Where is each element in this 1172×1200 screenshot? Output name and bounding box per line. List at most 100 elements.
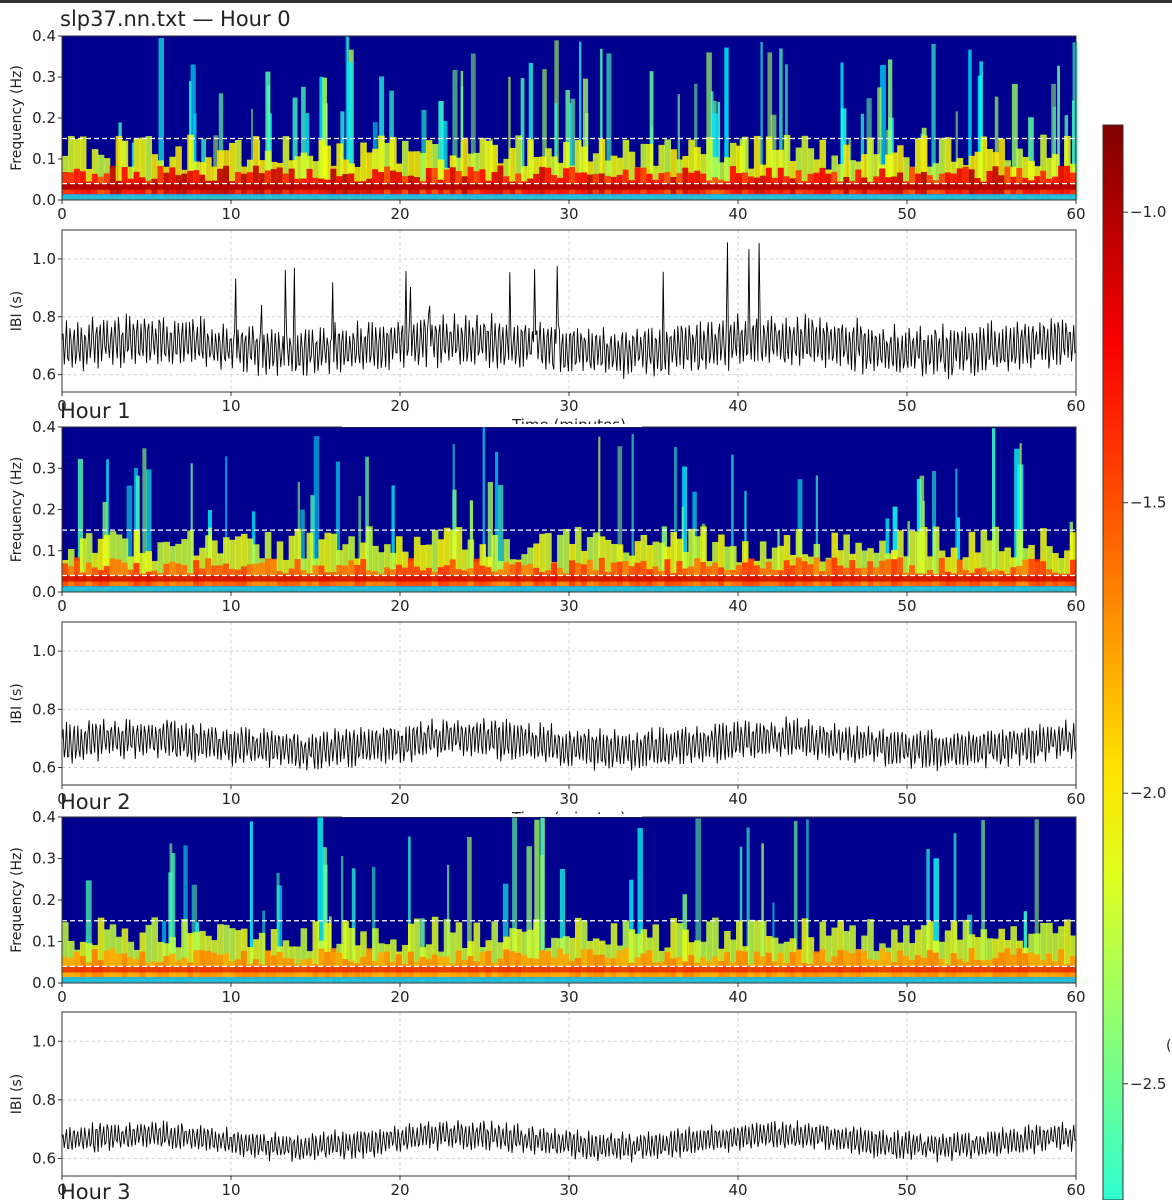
scalogram-cell (640, 560, 648, 588)
scalogram-cell (443, 169, 451, 196)
scalogram-cell (539, 166, 546, 196)
scalogram-cell (85, 562, 93, 588)
scalogram-streak (190, 463, 193, 592)
scalogram-cell (664, 951, 671, 979)
y-tick-label: 0.6 (32, 759, 56, 777)
scalogram-streak (677, 94, 681, 200)
scalogram-cell (300, 152, 308, 200)
scalogram-streak (526, 846, 532, 983)
scalogram-cell (891, 929, 898, 983)
scalogram-cell (384, 166, 391, 196)
scalogram-cell (855, 949, 862, 979)
scalogram-streak (570, 98, 576, 200)
scalogram-cell (479, 169, 487, 196)
scalogram-cell (736, 145, 743, 200)
scalogram-cell (324, 951, 332, 979)
scalogram-cell (998, 952, 1006, 979)
scalogram-cell (688, 528, 695, 592)
scalogram-cell (79, 136, 87, 200)
scalogram-cell (903, 157, 910, 200)
scalogram-panel-2: Hour 10.00.10.20.30.40 10 20 30 40 50 60Freque… (9, 399, 1086, 615)
scalogram-cell (360, 142, 367, 200)
scalogram-cell (747, 558, 755, 588)
scalogram-cell (103, 534, 111, 592)
scalogram-streak (190, 64, 196, 200)
scalogram-cell (783, 941, 791, 983)
y-tick-label: 0.2 (32, 501, 56, 519)
scalogram-streak (806, 819, 809, 983)
scalogram-cell (628, 151, 636, 200)
scalogram-streak (225, 456, 228, 592)
scalogram-cell (1040, 923, 1047, 983)
scalogram-cell (968, 169, 976, 196)
scalogram-cell (479, 137, 487, 200)
scalogram-cell (109, 558, 117, 588)
scalogram-cell (145, 136, 153, 200)
scalogram-cell (169, 561, 176, 588)
scalogram-streak (682, 466, 688, 592)
scalogram-cell (300, 928, 308, 983)
scalogram-cell (306, 532, 314, 592)
scalogram-cell (730, 546, 737, 592)
scalogram-cell (282, 136, 290, 200)
scalogram-cell (694, 940, 701, 983)
scalogram-streak (739, 846, 743, 983)
scalogram-cell (801, 561, 809, 588)
scalogram-cell (628, 929, 636, 983)
scalogram-cell (413, 918, 421, 983)
scalogram-cell (574, 140, 582, 200)
scalogram-cell (133, 138, 141, 200)
scalogram-cell (926, 949, 934, 979)
scalogram-cell (569, 560, 576, 588)
scalogram-cell (330, 948, 337, 979)
y-tick-label: 0.1 (32, 150, 56, 168)
y-tick-label: 0.4 (32, 418, 56, 436)
x-tick-label: 0 (57, 597, 67, 615)
x-tick-label: 50 (897, 790, 916, 808)
scalogram-streak (731, 454, 734, 592)
scalogram-cell (586, 949, 594, 979)
scalogram-cell (217, 924, 224, 983)
y-tick-label: 0.6 (32, 1149, 56, 1167)
scalogram-cell (586, 559, 594, 588)
scalogram-streak (322, 847, 327, 983)
scalogram-streak (706, 52, 712, 200)
scalogram-cell (694, 558, 701, 588)
scalogram-cell (1034, 954, 1041, 979)
scalogram-streak (126, 485, 133, 592)
scalogram-cell (396, 536, 403, 592)
scalogram-cell (1040, 170, 1047, 196)
scalogram-streak (631, 433, 634, 592)
scalogram-cell (73, 168, 81, 196)
scalogram-cell (252, 165, 260, 196)
y-axis-label: IBI (s) (9, 291, 25, 332)
scalogram-streak (785, 64, 788, 200)
scalogram-cell (145, 551, 153, 592)
scalogram-cell (229, 142, 236, 200)
scalogram-cell (622, 169, 630, 196)
scalogram-streak (542, 69, 547, 200)
scalogram-streak (979, 61, 983, 200)
y-tick-label: 0.8 (32, 700, 56, 718)
scalogram-cell (789, 952, 797, 979)
scalogram-cell (676, 560, 683, 588)
scalogram-cell (747, 919, 755, 983)
scalogram-cell (592, 954, 600, 979)
scalogram-cell (837, 949, 844, 979)
y-tick-label: 0.8 (32, 308, 56, 326)
scalogram-cell (652, 924, 660, 983)
scalogram-streak (892, 506, 898, 592)
scalogram-cell (950, 547, 958, 592)
scalogram-cell (598, 557, 606, 588)
scalogram-cell (1040, 561, 1047, 588)
scalogram-cell (390, 137, 397, 200)
scalogram-cell (193, 170, 200, 196)
scalogram-streak (438, 101, 444, 200)
scalogram-cell (264, 558, 272, 588)
scalogram-cell (574, 526, 582, 592)
scalogram-streak (746, 827, 750, 983)
x-tick-label: 30 (559, 397, 578, 415)
scalogram-streak (617, 446, 623, 592)
scalogram-cell (401, 944, 409, 983)
x-tick-label: 30 (559, 1181, 578, 1199)
